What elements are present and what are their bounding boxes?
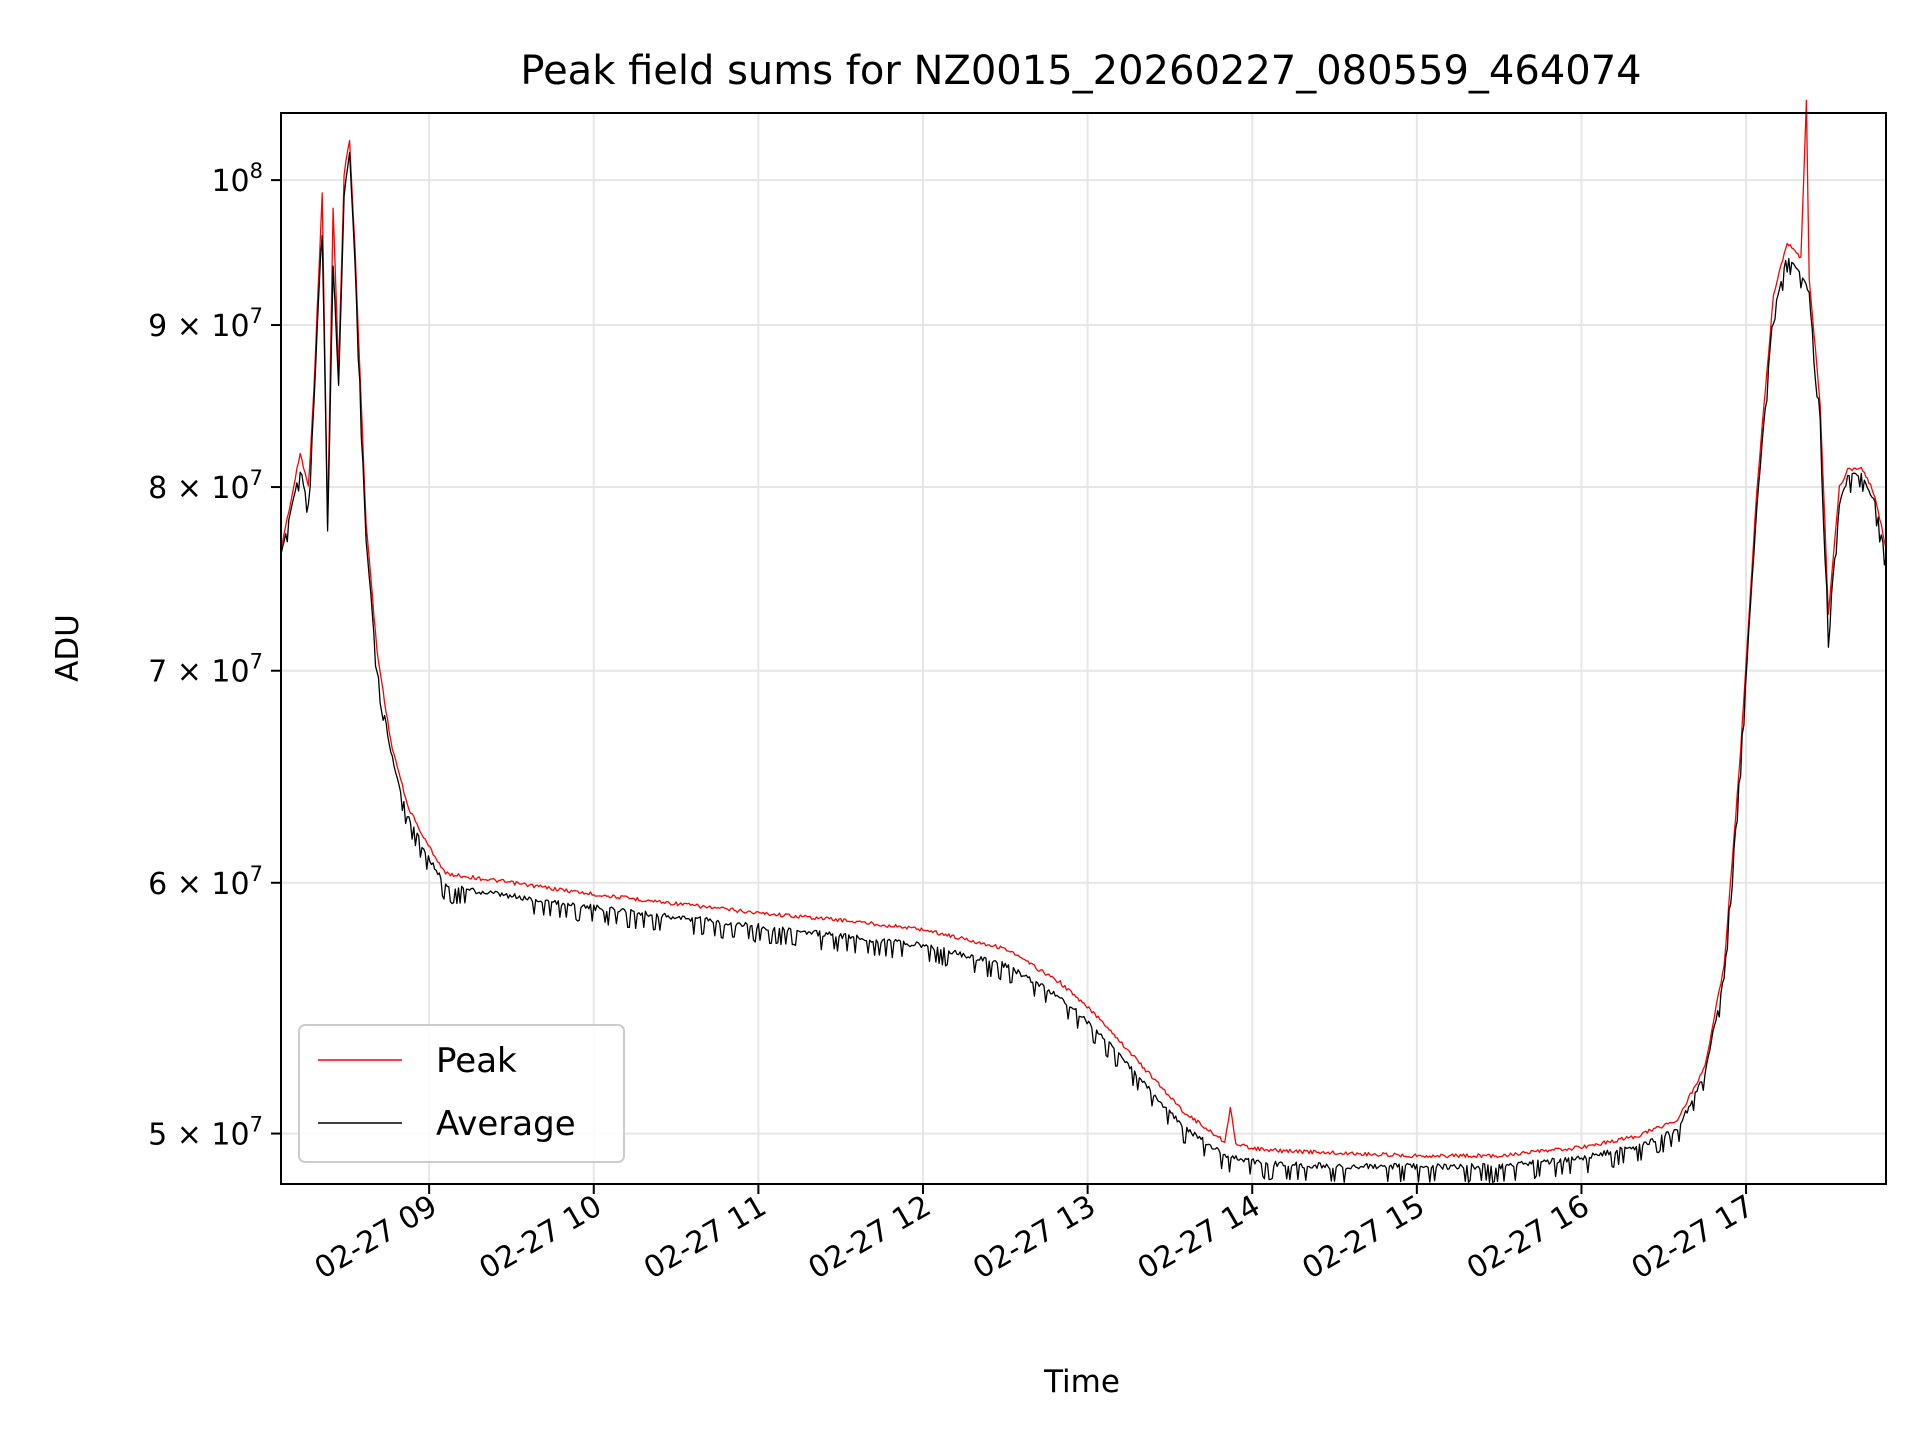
legend: Peak Average <box>298 1024 625 1163</box>
y-axis: 5 × 107 6 × 107 7 × 107 8 × 107 9 × 107 108 <box>148 159 281 1153</box>
y-tick-label: 6 × 107 <box>148 862 263 902</box>
legend-label-peak: Peak <box>436 1041 517 1081</box>
series-layer <box>280 99 1887 1183</box>
y-tick-label: 108 <box>211 159 263 199</box>
y-tick-label: 9 × 107 <box>148 304 263 344</box>
chart-title: Peak field sums for NZ0015_20260227_0805… <box>520 48 1641 94</box>
y-tick-label: 8 × 107 <box>148 466 263 506</box>
plot-frame <box>280 112 1887 1185</box>
series-line-peak <box>280 99 1887 1159</box>
series-line-average <box>280 151 1887 1183</box>
y-tick-label: 5 × 107 <box>148 1113 263 1153</box>
x-axis-label: Time <box>1043 1364 1120 1400</box>
grid <box>281 113 1886 1184</box>
legend-label-average: Average <box>436 1104 576 1144</box>
y-axis-label: ADU <box>50 614 86 682</box>
y-tick-label: 7 × 107 <box>148 650 263 690</box>
